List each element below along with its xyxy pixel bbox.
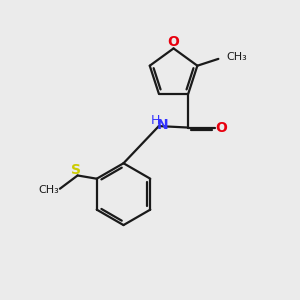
Text: O: O — [168, 35, 179, 49]
Text: N: N — [157, 118, 168, 132]
Text: CH₃: CH₃ — [226, 52, 248, 62]
Text: S: S — [71, 163, 81, 177]
Text: H: H — [151, 114, 160, 127]
Text: O: O — [216, 121, 227, 135]
Text: CH₃: CH₃ — [38, 185, 59, 195]
